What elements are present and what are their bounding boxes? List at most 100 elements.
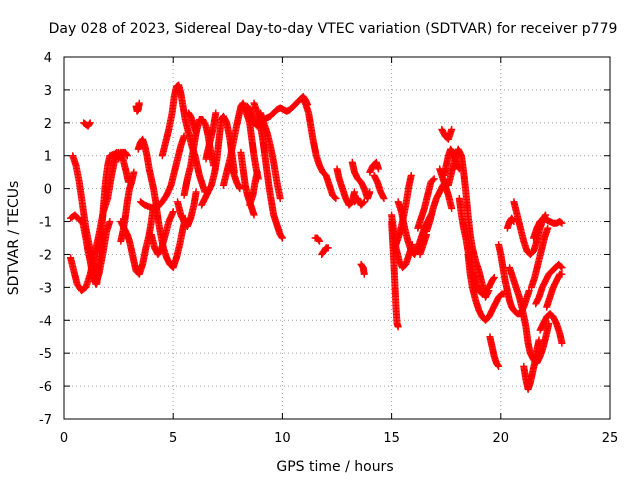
data-track bbox=[348, 158, 374, 203]
data-track bbox=[174, 188, 200, 230]
data-track bbox=[532, 260, 566, 308]
data-track bbox=[257, 109, 284, 203]
data-track bbox=[226, 162, 244, 193]
data-point bbox=[192, 129, 200, 137]
chart-title: Day 028 of 2023, Sidereal Day-to-day VTE… bbox=[49, 21, 618, 37]
data-point bbox=[394, 323, 402, 331]
data-track bbox=[520, 336, 543, 393]
data-point bbox=[360, 270, 368, 278]
data-point bbox=[169, 208, 177, 216]
y-axis-label: SDTVAR / TECUs bbox=[6, 181, 22, 296]
data-track bbox=[80, 119, 94, 130]
data-track bbox=[311, 234, 324, 245]
data-track bbox=[464, 250, 508, 324]
data-track bbox=[117, 201, 158, 278]
data-track bbox=[468, 270, 498, 298]
data-point bbox=[558, 339, 566, 347]
data-point bbox=[490, 275, 498, 283]
data-point bbox=[212, 109, 220, 117]
data-point bbox=[495, 362, 503, 370]
data-point bbox=[331, 193, 339, 201]
y-tick-label: -7 bbox=[39, 413, 52, 428]
data-point bbox=[510, 218, 518, 226]
data-point bbox=[324, 244, 332, 252]
data-track bbox=[444, 145, 493, 301]
data-track bbox=[510, 198, 550, 258]
x-tick-label: 20 bbox=[493, 431, 510, 446]
data-point bbox=[236, 185, 244, 193]
data-track bbox=[219, 99, 262, 189]
data-point bbox=[192, 188, 200, 196]
data-point bbox=[423, 231, 431, 239]
y-tick-label: 3 bbox=[44, 84, 52, 99]
data-track bbox=[543, 270, 566, 311]
x-axis-label: GPS time / hours bbox=[276, 459, 393, 475]
data-track bbox=[388, 218, 402, 331]
data-track bbox=[136, 132, 188, 212]
data-point bbox=[360, 198, 368, 206]
data-track bbox=[318, 244, 332, 258]
data-track bbox=[440, 145, 463, 179]
data-point bbox=[359, 199, 367, 207]
data-point bbox=[494, 361, 502, 369]
data-point bbox=[558, 219, 566, 227]
y-tick-label: 4 bbox=[44, 51, 52, 66]
data-series-p779 bbox=[67, 81, 566, 393]
data-point bbox=[332, 195, 340, 203]
data-point bbox=[253, 168, 261, 176]
data-point bbox=[535, 336, 543, 344]
y-tick-label: 0 bbox=[44, 183, 52, 198]
data-track bbox=[506, 264, 553, 367]
data-point bbox=[316, 237, 324, 245]
data-track bbox=[503, 214, 518, 232]
y-tick-label: -4 bbox=[39, 314, 52, 329]
data-point bbox=[276, 195, 284, 203]
data-point bbox=[448, 204, 456, 212]
data-track bbox=[423, 178, 450, 235]
data-point bbox=[430, 175, 438, 183]
y-tick-label: -3 bbox=[39, 281, 52, 296]
y-tick-label: -2 bbox=[39, 248, 52, 263]
data-track bbox=[438, 125, 456, 143]
data-track bbox=[486, 333, 503, 370]
x-tick-label: 5 bbox=[169, 431, 177, 446]
data-point bbox=[407, 171, 415, 179]
plot-frame bbox=[63, 56, 611, 420]
data-track bbox=[250, 99, 286, 242]
data-point bbox=[380, 195, 388, 203]
x-tick-label: 15 bbox=[383, 431, 400, 446]
data-track bbox=[527, 224, 552, 291]
y-tick-label: 1 bbox=[44, 150, 52, 165]
x-tick-label: 25 bbox=[602, 431, 619, 446]
data-point bbox=[85, 120, 93, 128]
data-point bbox=[558, 264, 566, 272]
data-point bbox=[557, 263, 565, 271]
data-track bbox=[536, 310, 566, 347]
data-point bbox=[558, 270, 566, 278]
data-track bbox=[530, 214, 566, 242]
data-track bbox=[495, 241, 533, 318]
data-point bbox=[374, 165, 382, 173]
data-point bbox=[135, 99, 143, 107]
data-track bbox=[392, 171, 415, 249]
y-tick-label: 2 bbox=[44, 117, 52, 132]
data-point bbox=[490, 273, 498, 281]
x-tick-label: 10 bbox=[274, 431, 291, 446]
data-track bbox=[357, 260, 368, 278]
data-point bbox=[557, 218, 565, 226]
data-track bbox=[370, 171, 388, 203]
data-point bbox=[250, 211, 258, 219]
data-track bbox=[115, 148, 131, 163]
axis-ticks: 0 5 10 15 20 25 -7 -6 -5 -4 -3 -2 -1 0 1 2 3 4 bbox=[39, 51, 618, 446]
data-point bbox=[366, 188, 374, 196]
data-track bbox=[298, 96, 340, 203]
data-point bbox=[130, 168, 138, 176]
data-point bbox=[106, 218, 114, 226]
data-track bbox=[350, 195, 368, 209]
x-tick-label: 0 bbox=[60, 431, 68, 446]
y-tick-label: -1 bbox=[39, 216, 52, 231]
data-track bbox=[333, 165, 358, 209]
data-track bbox=[246, 168, 261, 209]
data-track bbox=[93, 148, 132, 288]
